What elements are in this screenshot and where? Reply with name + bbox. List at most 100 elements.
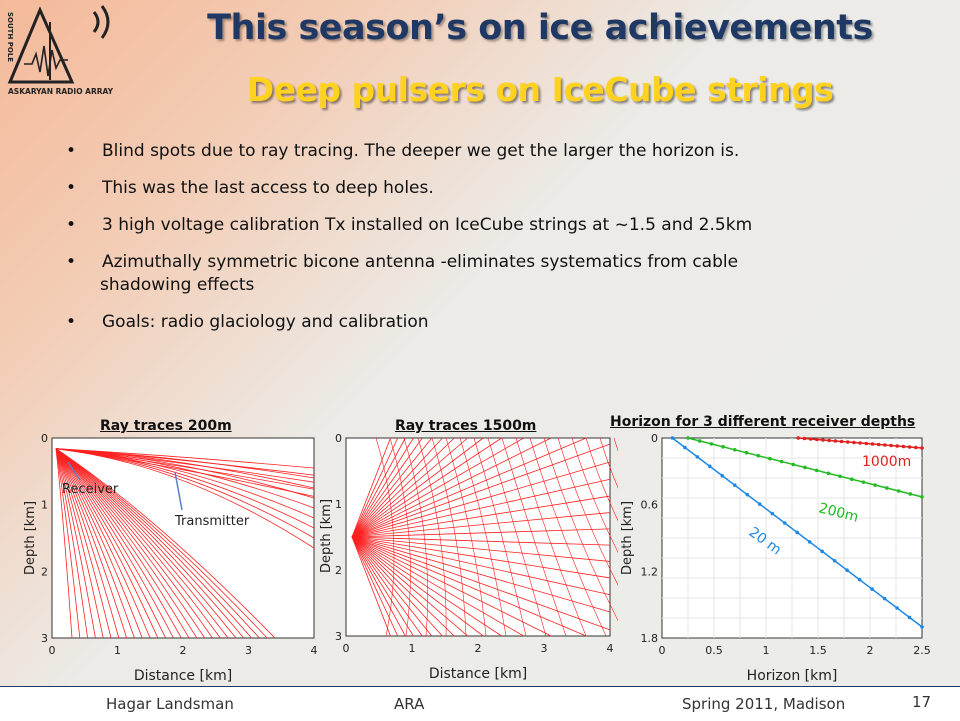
y-tick-label: 0.6 [641, 499, 659, 512]
x-tick-label: 2 [475, 642, 482, 655]
series-marker [686, 436, 690, 440]
x-tick-label: 1 [114, 644, 121, 657]
chart-title-1500m: Ray traces 1500m [395, 418, 537, 434]
logo-signal-wave [24, 45, 68, 77]
series-marker [870, 442, 875, 446]
bullet-text: 3 high voltage calibration Tx installed … [102, 215, 753, 235]
ray-path [55, 448, 174, 639]
series-marker [683, 445, 687, 450]
ray-path [351, 536, 433, 637]
ray-path [55, 448, 81, 639]
series-marker [795, 530, 799, 535]
ray-path [351, 536, 587, 637]
y-tick-label: 1.8 [641, 632, 659, 645]
ray-path [55, 448, 252, 639]
ray-path [351, 437, 455, 538]
ray-path [351, 536, 468, 637]
ray-group [351, 437, 618, 637]
ray-path [351, 437, 399, 538]
y-tick-label: 3 [41, 632, 48, 645]
series-marker [695, 455, 700, 459]
ray-path [351, 437, 414, 538]
ray-path [55, 448, 237, 639]
x-tick-label: 1 [763, 644, 770, 657]
tick-group: 0 1 2 3 4 0 1 2 3 [335, 432, 614, 655]
y-tick-label: 1 [41, 499, 48, 512]
bullet-item: • 3 high voltage calibration Tx installed… [60, 214, 940, 237]
y-tick-label: 0 [335, 432, 342, 445]
radio-wave-icon [92, 11, 100, 33]
chart-title-horizon: Horizon for 3 different receiver depths [610, 414, 916, 430]
ray-path [351, 536, 455, 637]
ray-path [55, 448, 135, 639]
series-marker [845, 568, 849, 573]
chart-title-200m: Ray traces 200m [100, 418, 232, 434]
ray-path [55, 448, 151, 639]
ray-path [351, 536, 391, 637]
series-marker [802, 436, 807, 441]
series-marker [782, 521, 787, 525]
x-tick-label: 0.5 [705, 644, 723, 657]
series-marker [733, 447, 737, 452]
ray-path [351, 536, 524, 637]
bullet-list: • Blind spots due to ray tracing. The dee… [60, 140, 940, 334]
series-marker [814, 468, 819, 473]
plot-area [51, 437, 315, 639]
series-marker [770, 511, 775, 516]
x-tick-label: 3 [541, 642, 548, 655]
series-marker [756, 453, 760, 458]
ray-path [487, 437, 547, 637]
series-marker [721, 445, 725, 449]
series-marker [850, 477, 854, 482]
series-marker [733, 483, 737, 488]
series-marker [821, 438, 825, 442]
series-marker [895, 606, 899, 610]
y-tick-label: 0 [651, 432, 658, 445]
bullet-dot: • [66, 178, 77, 198]
bullet-continuation: shadowing effects [60, 274, 940, 297]
x-tick-label: 2 [867, 644, 874, 657]
y-tick-label: 3 [335, 630, 342, 643]
series-marker [833, 439, 838, 443]
ray-path [351, 536, 552, 637]
tick-group: 0 1 2 3 4 0 1 2 3 [41, 432, 318, 657]
annotation-arrow [174, 471, 183, 511]
ray-path [351, 437, 587, 538]
annotation-receiver: Receiver [62, 482, 119, 497]
series-marker [791, 462, 796, 467]
ray-path [351, 437, 406, 538]
series-marker [670, 436, 675, 440]
x-tick-label: 1.5 [809, 644, 827, 657]
ray-path [351, 437, 468, 538]
bullet-dot: • [66, 215, 77, 235]
bullet-text: Goals: radio glaciology and calibration [102, 312, 429, 332]
ray-group [55, 448, 315, 639]
ray-path [351, 536, 611, 579]
series-marker [807, 540, 812, 544]
ray-path [431, 437, 467, 637]
annotation-arrow [67, 461, 81, 481]
ray-path [351, 528, 611, 538]
series-marker [896, 489, 901, 493]
series-marker [914, 445, 918, 450]
ray-path [351, 536, 502, 637]
x-tick-label: 0 [659, 644, 666, 657]
series-marker [838, 474, 842, 479]
tick-group: 0 0.5 1 1.5 2 2.5 0 0.6 1.2 1.8 [641, 432, 931, 657]
ray-path [351, 536, 484, 637]
radio-wave-icon [100, 5, 110, 39]
y-axis-label: Depth [km] [23, 501, 38, 575]
footer-author: Hagar Landsman [106, 695, 234, 713]
y-axis-label: Depth [km] [620, 501, 635, 575]
ray-path [375, 437, 395, 637]
series-marker [876, 442, 881, 447]
series-marker [858, 441, 862, 445]
series-marker [883, 443, 887, 447]
series-label-1000m: 1000m [862, 454, 911, 470]
ray-path [351, 536, 414, 637]
ray-path [55, 448, 315, 549]
series-marker [857, 577, 862, 582]
ray-path [55, 448, 112, 639]
series-marker [745, 492, 750, 497]
ray-path [55, 448, 159, 639]
